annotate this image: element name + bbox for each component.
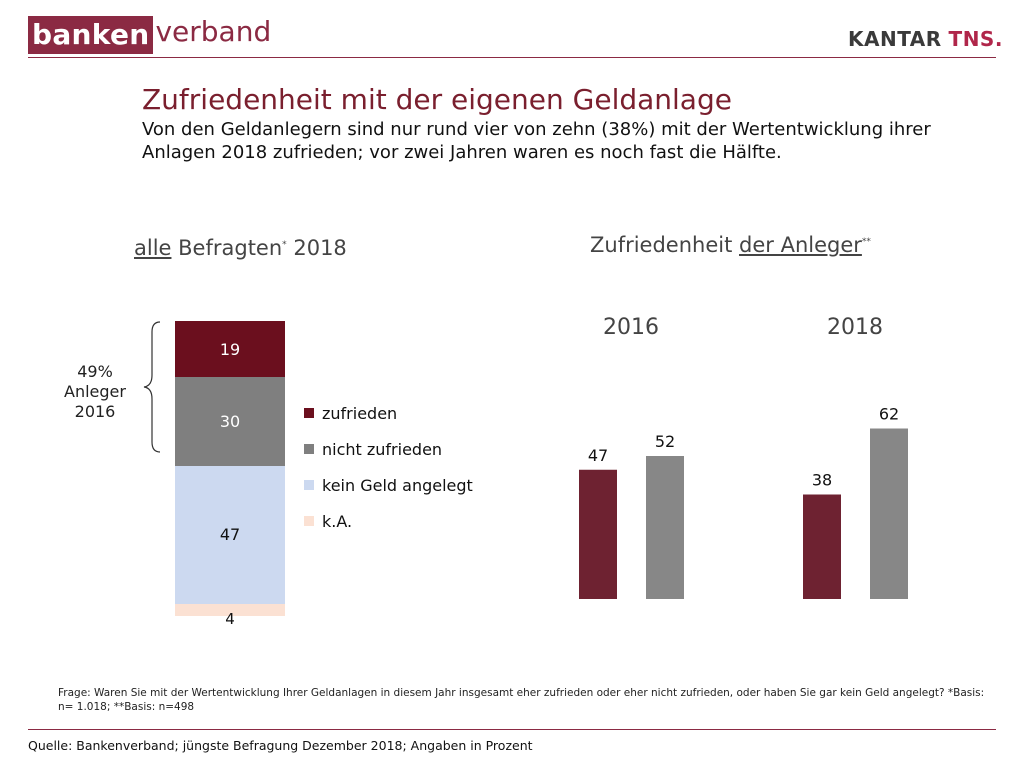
logo-part-verband: verband <box>155 15 272 48</box>
legend-label: nicht zufrieden <box>322 439 443 459</box>
bar <box>870 428 908 599</box>
left-heading-year: 2018 <box>286 236 347 260</box>
legend-swatch <box>304 444 314 454</box>
brace-label: 49% Anleger 2016 <box>52 362 138 422</box>
stacked-bar: 19 30 47 4 <box>175 321 285 628</box>
kantar-text: KANTAR <box>848 27 942 51</box>
stacked-bar-segment: 4 <box>175 604 285 628</box>
legend-item: zufrieden <box>304 395 473 431</box>
segment-value-label: 4 <box>225 609 235 628</box>
bankenverband-logo: banken verband <box>28 16 271 54</box>
brace-icon <box>143 321 161 453</box>
legend-label: kein Geld angelegt <box>322 475 473 495</box>
logo-part-banken: banken <box>28 16 154 54</box>
tns-text: TNS. <box>948 27 1003 51</box>
segment-value-label: 47 <box>219 525 241 545</box>
left-chart-heading: alle Befragten* 2018 <box>134 236 347 260</box>
left-heading-footnote-mark: * <box>282 240 287 250</box>
source-note: Quelle: Bankenverband; jüngste Befragung… <box>28 738 533 753</box>
brace-label-year: 2016 <box>74 402 116 421</box>
legend-swatch <box>304 516 314 526</box>
legend: zufrieden nicht zufrieden kein Geld angele… <box>304 395 473 539</box>
left-heading-rest: Befragten <box>171 236 283 260</box>
page-title: Zufriedenheit mit der eigenen Geldanlage <box>142 83 732 116</box>
legend-label: k.A. <box>322 511 353 531</box>
legend-item: kein Geld angelegt <box>304 467 473 503</box>
footer-divider <box>28 729 996 730</box>
stacked-bar-segment: 19 <box>175 321 285 378</box>
legend-label: zufrieden <box>322 403 398 423</box>
year-category-label: 2016 <box>603 315 659 340</box>
bar-value-label: 38 <box>812 471 832 490</box>
header-divider <box>28 57 996 58</box>
bar-value-label: 52 <box>655 432 675 451</box>
stacked-bar-segment: 47 <box>175 465 285 605</box>
bar <box>646 456 684 599</box>
brace-label-text: Anleger <box>64 382 126 401</box>
right-heading-underlined: der Anleger <box>739 233 862 257</box>
page-subtitle: Von den Geldanlegern sind nur rund vier … <box>142 119 931 163</box>
segment-value-label: 19 <box>219 339 241 359</box>
legend-item: k.A. <box>304 503 473 539</box>
legend-swatch <box>304 408 314 418</box>
question-note: Frage: Waren Sie mit der Wertentwicklung… <box>58 687 985 713</box>
bar <box>579 469 617 599</box>
right-chart-heading: Zufriedenheit der Anleger** <box>590 233 871 257</box>
kantar-tns-logo: KANTAR TNS. <box>848 27 1003 51</box>
right-heading-footnote-mark: ** <box>861 237 871 247</box>
bar-value-label: 62 <box>879 405 899 424</box>
segment-value-label: 30 <box>219 411 241 431</box>
legend-swatch <box>304 480 314 490</box>
left-heading-underlined: alle <box>134 236 172 260</box>
right-heading-plain: Zufriedenheit <box>590 233 740 257</box>
legend-item: nicht zufrieden <box>304 431 473 467</box>
stacked-bar-segment: 30 <box>175 377 285 466</box>
bar <box>803 494 841 599</box>
grouped-bar-chart: 2016 47 52 2018 38 62 <box>579 315 908 599</box>
bar-value-label: 47 <box>588 446 608 465</box>
year-category-label: 2018 <box>827 315 883 340</box>
brace-label-percent: 49% <box>77 362 113 381</box>
